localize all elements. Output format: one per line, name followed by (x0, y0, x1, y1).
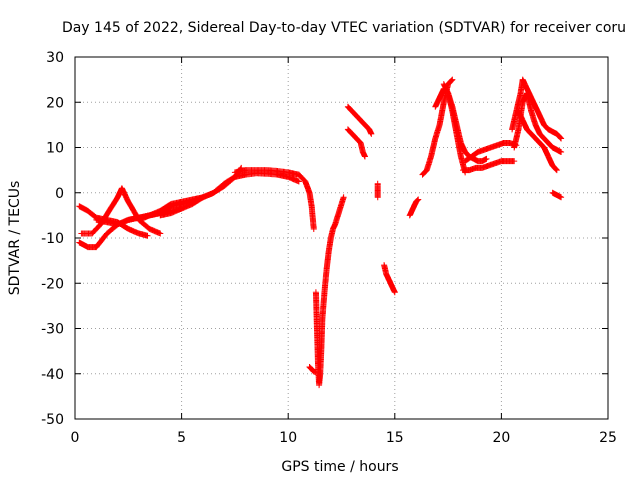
grid (75, 57, 608, 419)
series-track-23 (549, 189, 565, 201)
y-tick-label: 30 (46, 50, 64, 66)
y-tick-label: 10 (46, 141, 64, 157)
series-track-12 (374, 180, 381, 201)
x-tick-label: 10 (279, 430, 297, 446)
series-markers (460, 158, 518, 174)
series-markers (549, 189, 565, 201)
series-markers (344, 103, 375, 137)
series-markers (381, 262, 398, 296)
y-tick-label: -30 (41, 322, 64, 338)
series-track-09 (312, 194, 347, 389)
x-tick-label: 20 (492, 430, 510, 446)
series-markers (462, 140, 520, 165)
plot-frame (74, 56, 609, 420)
series-track-13 (381, 262, 398, 296)
x-tick-label: 5 (177, 430, 186, 446)
series-track-11 (344, 126, 368, 160)
series-track-10 (344, 103, 375, 137)
series-track-19 (460, 158, 518, 174)
x-tick-label: 25 (599, 430, 617, 446)
series-markers (374, 180, 381, 201)
series-track-05 (136, 164, 245, 223)
series-markers (406, 196, 422, 219)
y-tick-label: 0 (55, 186, 64, 202)
series-markers (515, 108, 560, 174)
series-markers (231, 167, 317, 232)
series-track-22 (515, 108, 560, 174)
series-markers (509, 76, 565, 142)
data-marks (76, 76, 565, 389)
series-track-18 (462, 140, 520, 165)
series-markers (157, 170, 302, 219)
series-track-06 (157, 170, 302, 219)
y-tick-label: -20 (41, 276, 64, 292)
chart-title: Day 145 of 2022, Sidereal Day-to-day VTE… (62, 20, 626, 36)
x-tick-label: 15 (386, 430, 404, 446)
series-markers (312, 194, 347, 389)
series-track-14 (406, 196, 422, 219)
series-track-20 (509, 76, 565, 142)
x-tick-label: 0 (71, 430, 80, 446)
y-axis-label: SDTVAR / TECUs (7, 181, 23, 296)
y-tick-label: -50 (41, 412, 64, 428)
axis-ticks: 0 5 10 15 20 25 -50 -40 -30 -20 -10 0 10 20 30 (41, 50, 617, 446)
x-axis-label: GPS time / hours (281, 459, 398, 475)
series-markers (136, 164, 245, 223)
series-track-07 (231, 167, 317, 232)
y-tick-label: -10 (41, 231, 64, 247)
y-tick-label: -40 (41, 367, 64, 383)
y-tick-label: 20 (46, 95, 64, 111)
series-markers (344, 126, 368, 160)
